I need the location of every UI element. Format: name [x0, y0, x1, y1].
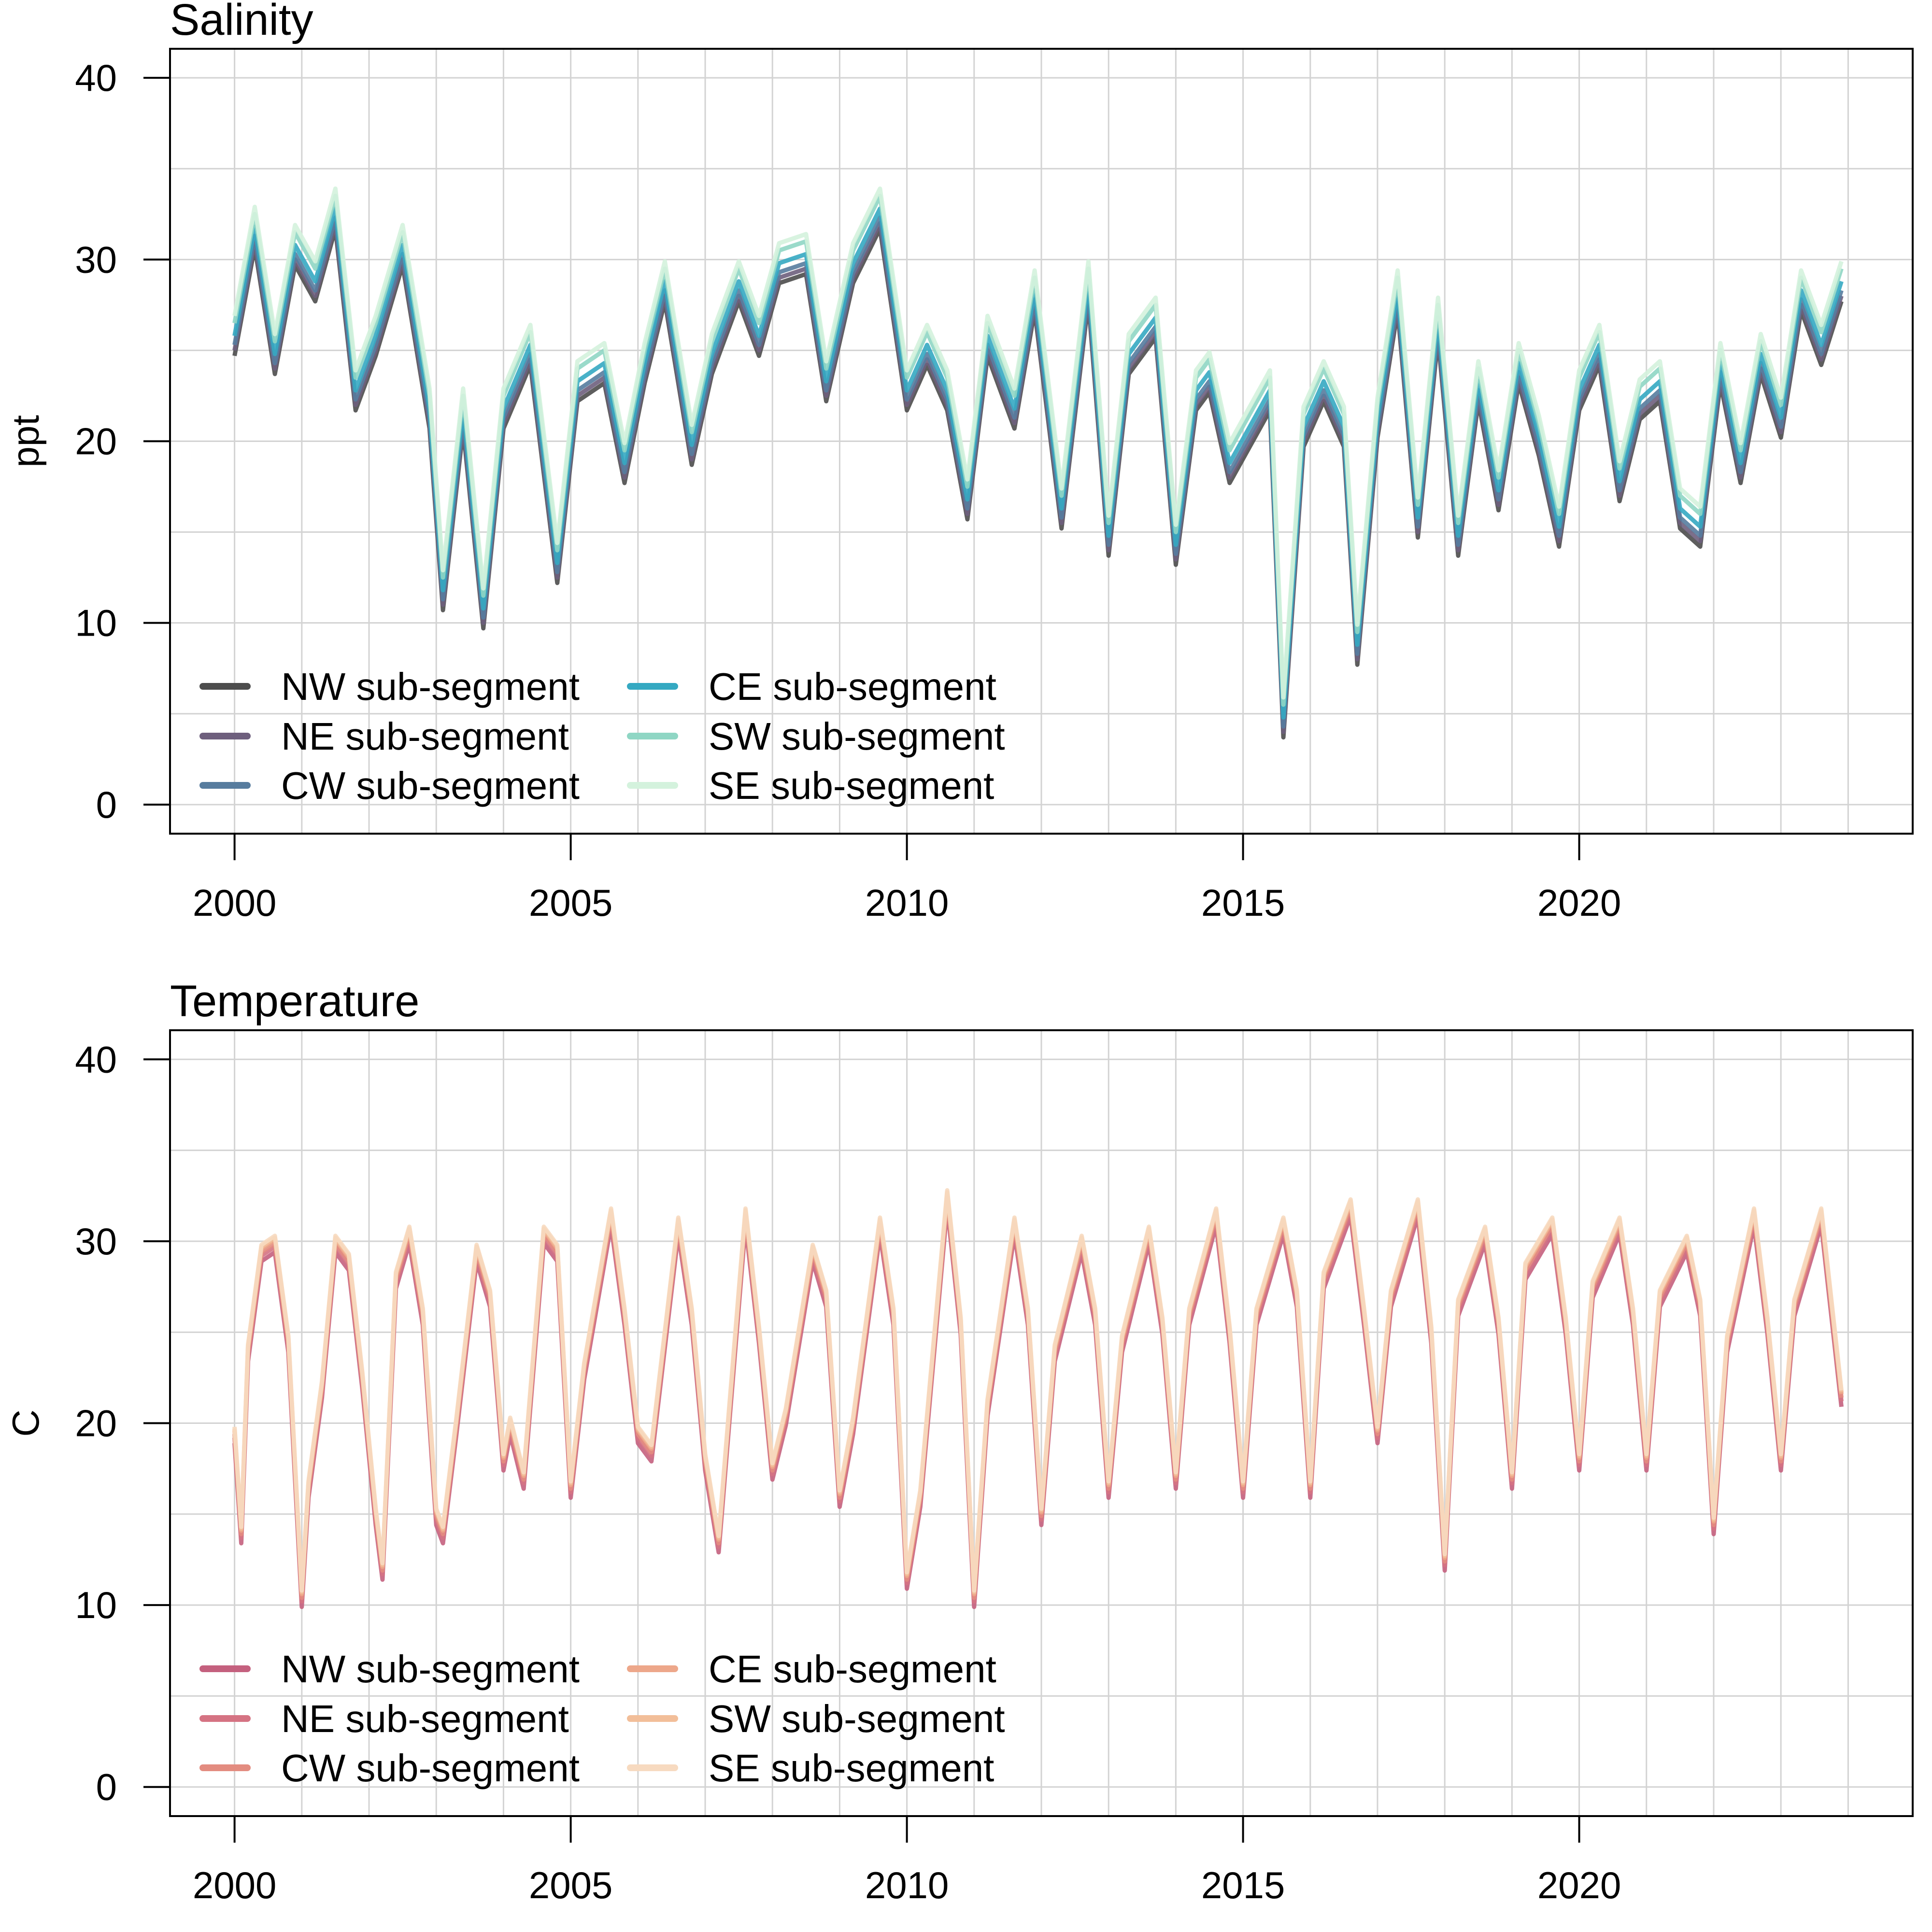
chart-title: Temperature — [170, 977, 419, 1026]
y-tick-label: 30 — [75, 1220, 117, 1263]
y-tick-label: 20 — [75, 1402, 117, 1445]
y-tick-label: 0 — [96, 783, 117, 826]
legend-label: SW sub-segment — [709, 715, 1005, 758]
legend: NW sub-segment NE sub-segment CW sub-segme… — [199, 665, 1005, 807]
legend-label: SE sub-segment — [709, 1747, 994, 1790]
series-line-4 — [232, 194, 1844, 707]
chart-panel-1: 0 10 20 30 40 2000 2005 2010 2015 2020 Temperature… — [4, 977, 1914, 1906]
series-line-5 — [232, 186, 1844, 700]
y-tick-label: 0 — [96, 1766, 117, 1808]
y-axis-label: C — [4, 1409, 47, 1436]
legend-label: SE sub-segment — [709, 764, 994, 807]
legend-label: NW sub-segment — [281, 1648, 580, 1690]
x-tick-label: 2005 — [529, 881, 613, 924]
legend-label: NE sub-segment — [281, 715, 569, 758]
x-tick-label: 2010 — [865, 881, 949, 924]
legend-label: CW sub-segment — [281, 764, 580, 807]
x-tick-label: 2010 — [865, 1864, 949, 1906]
chart-title: Salinity — [170, 0, 313, 44]
chart-panel-0: 0 10 20 30 40 2000 2005 2010 2015 2020 Salinity ppt… — [4, 0, 1914, 924]
x-tick-label: 2015 — [1201, 1864, 1285, 1906]
x-tick-label: 2020 — [1537, 1864, 1621, 1906]
y-axis-label: ppt — [4, 415, 47, 468]
y-tick-label: 20 — [75, 420, 117, 463]
legend-label: CE sub-segment — [709, 665, 996, 708]
y-tick-label: 30 — [75, 238, 117, 281]
y-tick-label: 10 — [75, 602, 117, 644]
x-tick-label: 2015 — [1201, 881, 1285, 924]
legend-label: NE sub-segment — [281, 1697, 569, 1740]
x-tick-label: 2000 — [193, 1864, 277, 1906]
x-tick-label: 2020 — [1537, 881, 1621, 924]
x-tick-label: 2005 — [529, 1864, 613, 1906]
series-line-5 — [232, 1188, 1844, 1593]
legend: NW sub-segment NE sub-segment CW sub-segme… — [199, 1648, 1005, 1790]
y-tick-label: 40 — [75, 1038, 117, 1080]
legend-label: CE sub-segment — [709, 1648, 996, 1690]
legend-label: NW sub-segment — [281, 665, 580, 708]
x-tick-label: 2000 — [193, 881, 277, 924]
y-tick-label: 40 — [75, 57, 117, 99]
legend-label: SW sub-segment — [709, 1697, 1005, 1740]
y-tick-label: 10 — [75, 1584, 117, 1626]
legend-label: CW sub-segment — [281, 1747, 580, 1790]
